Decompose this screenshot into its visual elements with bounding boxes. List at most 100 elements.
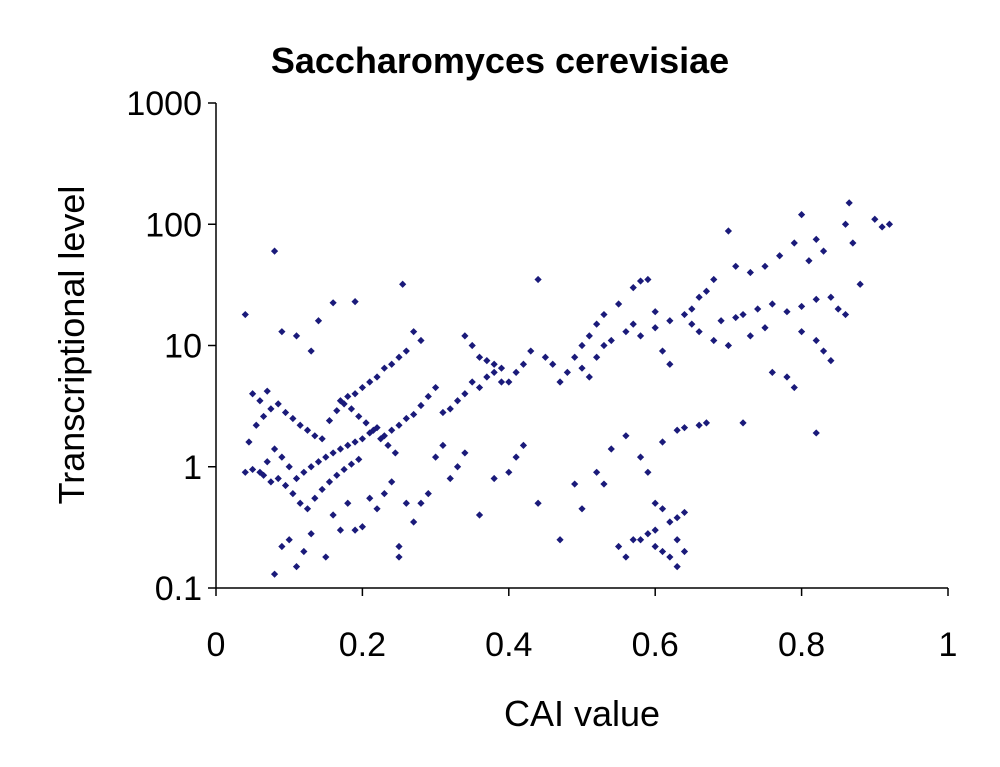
data-point	[505, 378, 513, 386]
data-point	[483, 357, 491, 365]
data-point	[593, 320, 601, 328]
data-point	[399, 280, 407, 288]
data-point	[446, 405, 454, 413]
data-point	[666, 360, 674, 368]
data-point	[307, 530, 315, 538]
data-point	[812, 295, 820, 303]
data-point	[571, 353, 579, 361]
data-point	[395, 542, 403, 551]
data-point	[812, 336, 820, 345]
data-point	[578, 341, 586, 350]
data-point	[695, 328, 703, 336]
y-tick-label: 10	[164, 328, 202, 366]
data-point	[351, 298, 359, 306]
data-point	[281, 481, 290, 490]
data-point	[666, 518, 674, 526]
data-point	[318, 485, 326, 494]
data-point	[351, 526, 359, 534]
data-point	[314, 458, 323, 466]
data-point	[303, 426, 312, 434]
x-tick-label: 0.2	[339, 626, 386, 664]
data-point	[768, 300, 776, 308]
data-point	[783, 308, 791, 316]
data-point	[578, 364, 586, 372]
data-point	[395, 353, 403, 361]
data-point	[355, 412, 363, 421]
data-point	[651, 542, 659, 551]
data-point	[490, 368, 498, 376]
data-point	[461, 390, 469, 398]
data-point	[658, 547, 667, 556]
data-point	[369, 426, 377, 434]
data-point	[497, 378, 506, 386]
data-point	[710, 275, 718, 284]
data-point	[388, 360, 396, 368]
data-point	[344, 441, 352, 449]
data-point	[622, 432, 630, 440]
data-point	[585, 373, 593, 381]
data-point	[695, 421, 703, 429]
data-point	[362, 419, 370, 427]
data-point	[402, 499, 410, 507]
data-point	[311, 494, 319, 502]
data-point	[329, 511, 337, 519]
y-tick-label: 0.1	[155, 570, 202, 608]
data-point	[845, 199, 853, 207]
data-point	[512, 368, 520, 376]
y-tick-label: 1	[183, 449, 202, 487]
data-point	[355, 455, 363, 463]
data-point	[351, 390, 359, 398]
data-point	[274, 400, 282, 408]
data-point	[761, 324, 769, 332]
data-point	[395, 553, 403, 561]
x-tick-label: 0.4	[485, 626, 532, 664]
data-point	[388, 478, 396, 486]
data-point	[761, 262, 769, 270]
data-point	[325, 417, 334, 425]
data-point	[636, 332, 645, 340]
data-point	[505, 468, 513, 476]
x-axis-label: CAI value	[504, 693, 660, 734]
data-point	[768, 368, 776, 376]
data-point	[658, 438, 667, 446]
data-point	[776, 252, 784, 260]
data-point	[607, 336, 615, 345]
data-point	[256, 397, 264, 405]
data-point	[402, 414, 410, 423]
data-point	[798, 211, 806, 219]
data-point	[695, 293, 703, 301]
data-point	[263, 458, 271, 466]
data-point	[615, 542, 623, 551]
data-point	[307, 347, 315, 355]
data-point	[600, 480, 608, 488]
data-point	[344, 499, 352, 507]
data-point	[834, 305, 842, 313]
data-point	[322, 453, 330, 461]
data-point	[249, 390, 257, 398]
data-point	[453, 463, 462, 471]
data-point	[267, 478, 275, 486]
data-point	[534, 275, 542, 284]
data-point	[717, 317, 725, 325]
data-point	[410, 518, 418, 526]
data-point	[333, 407, 341, 415]
data-point	[380, 490, 388, 498]
x-tick-label: 0.8	[778, 626, 825, 664]
plot-area: 0.1 1 10 100 1000 0 0.2 0.4 0.6 0.8 1	[126, 85, 957, 664]
data-point	[483, 373, 491, 381]
data-point	[424, 490, 432, 498]
data-point	[841, 310, 850, 319]
data-point	[292, 332, 301, 340]
data-point	[285, 463, 293, 471]
data-point	[519, 441, 528, 449]
data-point	[885, 220, 894, 228]
data-point	[358, 435, 366, 443]
chart-title: Saccharomyces cerevisiae	[271, 40, 729, 81]
data-point	[651, 308, 659, 316]
data-point	[296, 421, 304, 429]
data-point	[841, 220, 850, 228]
data-point	[417, 401, 425, 410]
data-point	[827, 293, 835, 301]
data-point	[651, 526, 659, 534]
x-tick-label: 0	[207, 626, 226, 664]
